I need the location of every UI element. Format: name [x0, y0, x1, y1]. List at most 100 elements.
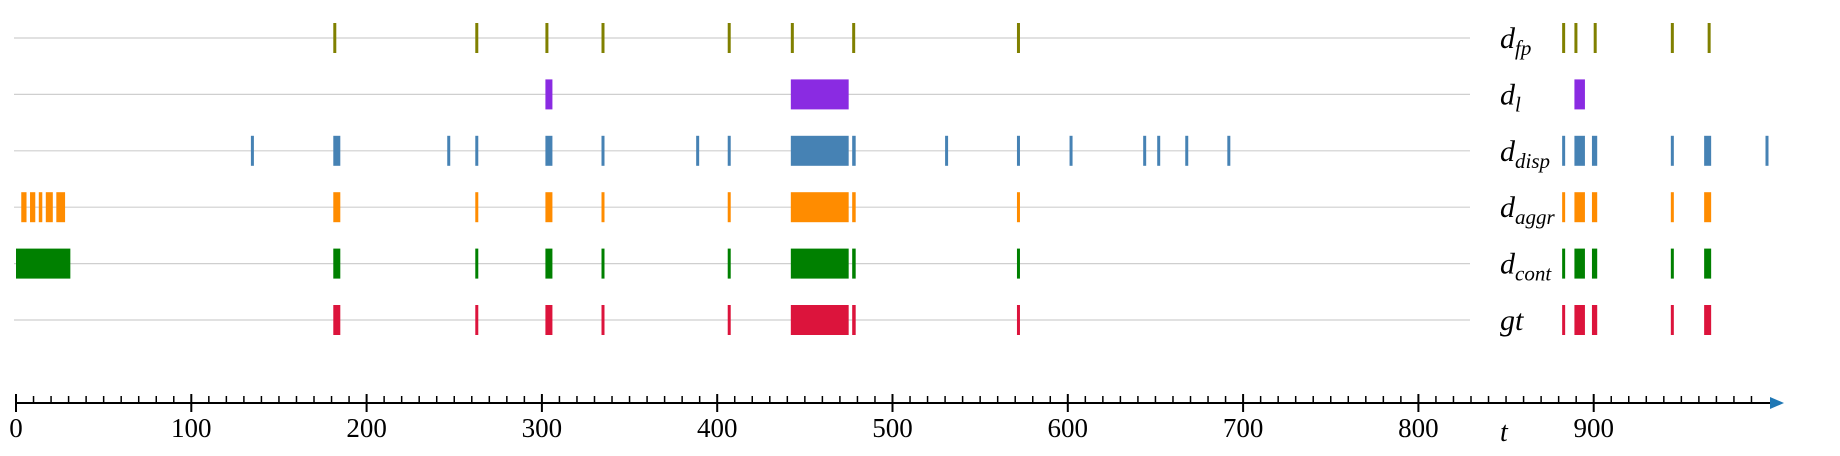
dfp-event-6	[852, 23, 856, 53]
dcont-event-3	[545, 248, 553, 279]
dcont-event-4	[601, 248, 605, 279]
daggr-event-13	[1562, 192, 1566, 223]
ddisp-event-11	[1016, 135, 1020, 166]
x-axis: 0 100 200 300 400 500 600 700 800 900 t	[9, 394, 1784, 448]
ddisp-event-7	[727, 135, 731, 166]
gt-event-1	[475, 305, 479, 335]
dfp-event-5	[790, 23, 794, 53]
dl-event-1	[790, 79, 849, 110]
daggr-event-7	[545, 192, 553, 223]
ddisp-event-19	[1591, 135, 1598, 166]
row-label-base: d	[1500, 191, 1516, 224]
daggr-event-11	[852, 192, 856, 223]
daggr-event-16	[1670, 192, 1674, 223]
dcont-event-6	[790, 248, 849, 279]
ddisp-event-15	[1185, 135, 1189, 166]
ddisp-event-13	[1143, 135, 1147, 166]
dcont-event-13	[1704, 248, 1712, 279]
dcont-event-2	[475, 248, 479, 279]
daggr-event-3	[45, 192, 53, 223]
row-label-ddisp: ddisp	[1500, 135, 1550, 173]
dcont-event-10	[1574, 248, 1585, 279]
dfp-event-11	[1670, 23, 1674, 53]
x-axis-label: t	[1500, 417, 1509, 448]
dcont-event-9	[1562, 248, 1566, 279]
gt-event-7	[1016, 305, 1020, 335]
gt-event-0	[333, 305, 341, 335]
gt-event-11	[1670, 305, 1674, 335]
dfp-event-3	[601, 23, 605, 53]
dl-event-2	[1574, 79, 1585, 110]
ddisp-event-22	[1765, 135, 1769, 166]
daggr-event-10	[790, 192, 849, 223]
daggr-event-12	[1016, 192, 1020, 223]
row-label-subscript: l	[1515, 92, 1521, 116]
gt-event-3	[601, 305, 605, 335]
dl-event-0	[545, 79, 553, 110]
row-label-dcont: dcont	[1500, 248, 1552, 286]
row-label-base: d	[1500, 248, 1516, 281]
ddisp-event-1	[333, 135, 341, 166]
dfp-event-7	[1016, 23, 1020, 53]
ddisp-event-2	[447, 135, 451, 166]
dcont-event-7	[852, 248, 856, 279]
gt-event-6	[852, 305, 856, 335]
ddisp-event-3	[475, 135, 479, 166]
ddisp-event-8	[790, 135, 849, 166]
dfp-event-1	[475, 23, 479, 53]
daggr-event-0	[21, 192, 27, 223]
x-tick-label: 700	[1223, 413, 1264, 443]
dfp-event-10	[1593, 23, 1597, 53]
row-label-base: gt	[1500, 304, 1524, 337]
ddisp-event-21	[1704, 135, 1712, 166]
ddisp-event-20	[1670, 135, 1674, 166]
daggr-event-1	[30, 192, 36, 223]
gt-event-2	[545, 305, 553, 335]
dcont-event-5	[727, 248, 731, 279]
row-label-base: d	[1500, 135, 1516, 168]
daggr-event-8	[601, 192, 605, 223]
ddisp-event-6	[696, 135, 700, 166]
dcont-event-12	[1670, 248, 1674, 279]
x-tick-label: 800	[1398, 413, 1439, 443]
gt-event-4	[727, 305, 731, 335]
gt-event-9	[1574, 305, 1585, 335]
ddisp-event-16	[1227, 135, 1231, 166]
ddisp-event-18	[1574, 135, 1585, 166]
ddisp-event-9	[852, 135, 856, 166]
row-label-subscript: fp	[1515, 36, 1531, 60]
row-label-subscript: cont	[1515, 262, 1552, 286]
dcont-event-8	[1016, 248, 1020, 279]
dfp-event-8	[1562, 23, 1566, 53]
row-label-dl: dl	[1500, 78, 1521, 116]
ddisp-event-0	[250, 135, 254, 166]
gt-event-5	[790, 305, 849, 335]
x-tick-label: 100	[171, 413, 212, 443]
gridlines	[14, 37, 1470, 321]
daggr-event-17	[1704, 192, 1712, 223]
ddisp-event-12	[1069, 135, 1073, 166]
daggr-event-14	[1574, 192, 1585, 223]
ddisp-event-4	[545, 135, 553, 166]
dfp-event-4	[727, 23, 731, 53]
ddisp-event-17	[1562, 135, 1566, 166]
ddisp-event-10	[945, 135, 949, 166]
ddisp-event-5	[601, 135, 605, 166]
dfp-event-12	[1707, 23, 1711, 53]
row-label-dfp: dfp	[1500, 22, 1531, 60]
gt-event-12	[1704, 305, 1712, 335]
x-tick-label: 200	[346, 413, 387, 443]
x-tick-label: 400	[697, 413, 738, 443]
x-axis-arrow	[1770, 397, 1784, 409]
event-marks	[16, 23, 1769, 335]
dcont-event-11	[1591, 248, 1598, 279]
dfp-event-0	[333, 23, 337, 53]
row-label-base: d	[1500, 22, 1516, 55]
daggr-event-6	[475, 192, 479, 223]
row-label-subscript: aggr	[1515, 205, 1556, 229]
x-tick-label: 0	[9, 413, 23, 443]
dcont-event-0	[16, 248, 71, 279]
daggr-event-2	[38, 192, 43, 223]
dcont-event-1	[333, 248, 341, 279]
